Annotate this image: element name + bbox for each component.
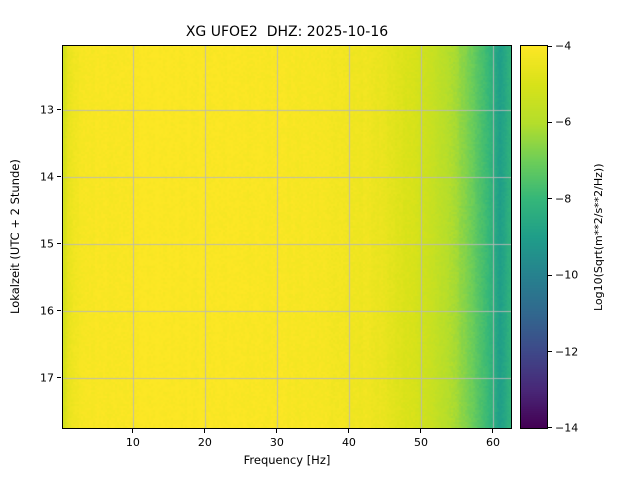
x-tick-label: 40 [341, 436, 356, 449]
x-tick-mark [204, 429, 206, 433]
colorbar-tick-mark [548, 274, 552, 276]
x-tick-label: 10 [125, 436, 140, 449]
colorbar-label: Log10(Sqrt(m**2/s**2/Hz)) [592, 163, 605, 311]
chart-title: XG UFOE2 DHZ: 2025-10-16 [185, 24, 389, 40]
y-axis-label: Lokalzeit (UTC + 2 Stunde) [8, 159, 22, 315]
x-tick-mark [348, 429, 350, 433]
colorbar-tick-label: −6 [555, 115, 572, 129]
x-tick-label: 30 [269, 436, 284, 449]
y-tick-label: 15 [40, 237, 54, 251]
y-tick-label: 16 [40, 304, 54, 318]
colorbar-tick-label: −8 [555, 192, 572, 206]
x-tick-label: 60 [485, 436, 500, 449]
x-axis-label: Frequency [Hz] [243, 453, 331, 467]
x-tick-mark [492, 429, 494, 433]
y-tick-mark [57, 243, 61, 245]
y-tick-label: 17 [40, 371, 54, 385]
x-tick-label: 20 [197, 436, 212, 449]
colorbar-tick-mark [548, 45, 552, 47]
colorbar-tick-mark [548, 121, 552, 123]
colorbar-tick-mark [548, 198, 552, 200]
spectrogram-heatmap [63, 46, 511, 428]
y-tick-mark [57, 176, 61, 178]
x-tick-mark [276, 429, 278, 433]
colorbar-tick-label: −14 [555, 421, 579, 435]
x-tick-mark [132, 429, 134, 433]
colorbar-tick-label: −12 [555, 345, 579, 359]
y-tick-mark [57, 109, 61, 111]
colorbar-tick-mark [548, 351, 552, 353]
y-tick-label: 13 [40, 103, 54, 117]
colorbar-tick-label: −4 [555, 39, 572, 53]
colorbar-tick-mark [548, 426, 552, 428]
x-tick-label: 50 [413, 436, 428, 449]
y-tick-label: 14 [40, 170, 54, 184]
x-tick-mark [420, 429, 422, 433]
y-tick-mark [57, 377, 61, 379]
colorbar-tick-label: −10 [555, 268, 579, 282]
y-tick-mark [57, 310, 61, 312]
colorbar [521, 46, 547, 428]
